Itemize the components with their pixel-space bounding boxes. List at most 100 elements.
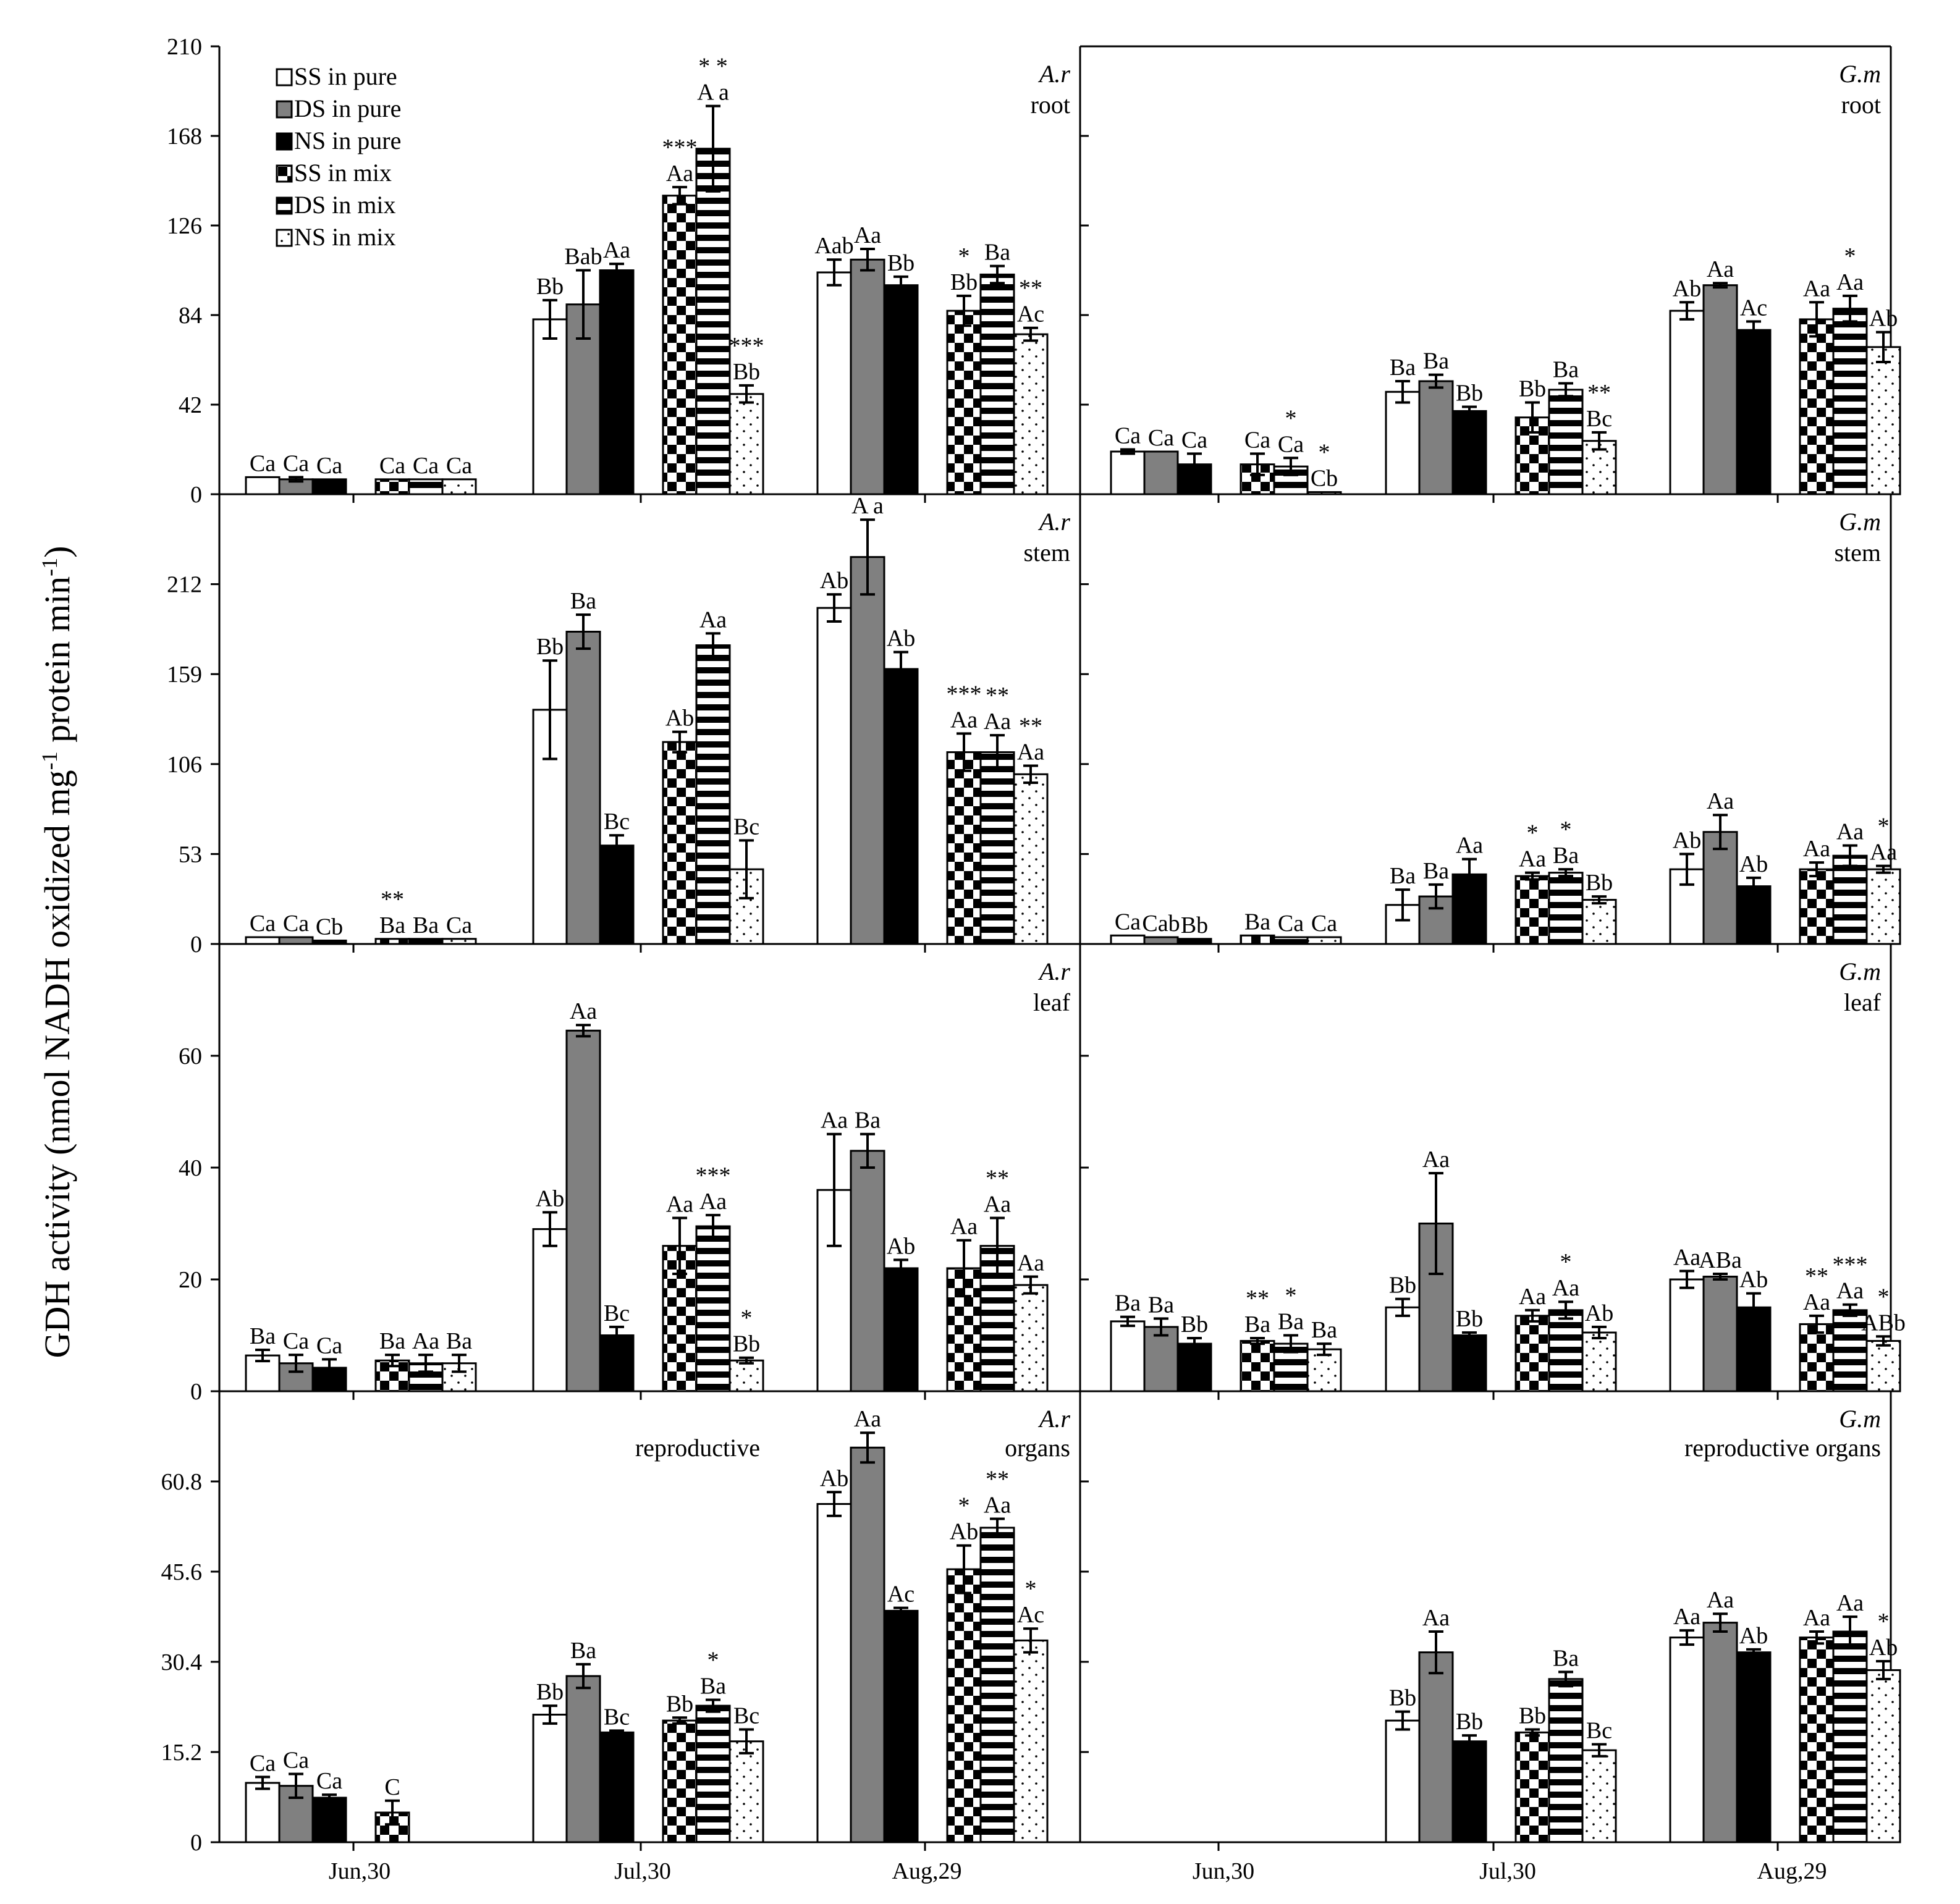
bar-letter-label: Ca xyxy=(1115,909,1141,935)
significance-stars: * xyxy=(1878,1284,1890,1310)
panel-organ-label: root xyxy=(1841,91,1881,119)
bar xyxy=(1385,1719,1421,1843)
legend-label-ds-pure: DS in pure xyxy=(294,95,401,122)
bar xyxy=(532,1228,568,1392)
bar xyxy=(1176,1342,1212,1392)
bar-letter-label: Ca xyxy=(283,1748,309,1774)
legend-label-ns-mix: NS in mix xyxy=(294,223,395,251)
significance-stars: * xyxy=(1844,243,1856,269)
bar-letter-label: A a xyxy=(851,493,884,519)
bar-letter-label: Aa xyxy=(1870,840,1897,866)
significance-stars: * xyxy=(1878,1609,1890,1635)
y-tick-label: 40 xyxy=(179,1155,202,1181)
bar xyxy=(1514,1731,1550,1843)
bar xyxy=(1143,936,1179,945)
bar-letter-label: Ba xyxy=(250,1323,276,1349)
bar-letter-label: Ac xyxy=(887,1582,915,1607)
bar-letter-label: Aa xyxy=(1707,256,1734,282)
bar-letter-label: Bb xyxy=(536,1679,564,1705)
y-tick-label: 0 xyxy=(190,1830,202,1856)
bar-letter-label: Ab xyxy=(1673,276,1701,301)
bar xyxy=(1451,410,1487,495)
bar xyxy=(1702,1622,1738,1843)
bar xyxy=(374,478,410,495)
y-axis-label-main: GDH activity (nmol NADH oxidized mg xyxy=(37,770,77,1358)
bar-letter-label: Bc xyxy=(1586,406,1612,432)
bar-letter-label: Ab xyxy=(665,706,694,731)
bar-letter-label: Ba xyxy=(1553,843,1579,869)
bar-letter-label: Ba xyxy=(1390,863,1416,889)
bar-letter-label: Bb xyxy=(1456,1709,1483,1735)
bar-letter-label: Ab xyxy=(820,1465,848,1491)
xtick-right-aug: Aug,29 xyxy=(1757,1858,1827,1884)
bar-letter-label: Ba xyxy=(1148,1292,1174,1318)
bar-letter-label: Ca xyxy=(283,1328,309,1354)
bar-letter-label: Aa xyxy=(984,709,1011,735)
bar xyxy=(979,273,1015,495)
panel-species-label: G.m xyxy=(1839,60,1881,88)
significance-stars: ** xyxy=(1019,714,1042,739)
bar-letter-label: Ab xyxy=(887,625,915,651)
bar-letter-label: Ca xyxy=(1244,427,1270,453)
bar xyxy=(1418,1651,1454,1843)
bar xyxy=(532,318,568,495)
bar xyxy=(883,1267,919,1392)
bar-letter-label: ABa xyxy=(1699,1247,1742,1273)
bar-letter-label: Ba xyxy=(1244,1312,1270,1337)
bar-letter-label: Ca xyxy=(379,453,405,479)
bar-letter-label: Bb xyxy=(666,1691,693,1717)
bar-letter-label: Bb xyxy=(1586,870,1613,896)
bar-letter-label: Aa xyxy=(1673,1244,1700,1270)
significance-stars: * xyxy=(741,1305,753,1331)
legend-swatch-ss-pure xyxy=(276,68,293,86)
bar xyxy=(816,1503,852,1843)
bar xyxy=(1548,872,1584,945)
legend-swatch-ss-mix xyxy=(276,164,293,183)
bar xyxy=(1013,333,1049,495)
panel-species-label: G.m xyxy=(1839,1405,1881,1433)
bar xyxy=(565,631,601,945)
bar-letter-label: Ca xyxy=(446,912,472,938)
y-axis-label-sup1: -1 xyxy=(37,751,62,770)
bar xyxy=(729,1359,764,1392)
bar xyxy=(245,1782,281,1843)
bar-letter-label: Ac xyxy=(1740,295,1767,321)
panel-organ-label: leaf xyxy=(1033,988,1071,1016)
bar-letter-label: Bb xyxy=(733,359,760,385)
bar-letter-label: Bb xyxy=(1389,1685,1416,1711)
bar xyxy=(816,607,852,945)
legend-item-ns-pure: NS in pure xyxy=(276,127,401,154)
panel-ar-reproductive-organs: 0 15.2 30.4 45.6 60.8 A.r reproductive organs Ca… xyxy=(161,1391,1080,1856)
bar xyxy=(979,1527,1015,1843)
bar-letter-label: Ac xyxy=(1017,1602,1044,1628)
bar-letter-label: Aa xyxy=(699,607,727,633)
bar-letter-label: Ca xyxy=(316,453,342,479)
bar-letter-label: Aa xyxy=(950,707,978,733)
bar-letter-label: Ca xyxy=(1115,423,1141,449)
legend-item-ds-pure: DS in pure xyxy=(276,95,401,122)
significance-stars: * xyxy=(958,243,970,269)
significance-stars: ** xyxy=(986,683,1009,709)
bar xyxy=(1581,1749,1617,1843)
bar-letter-label: Ca xyxy=(250,450,276,476)
bar xyxy=(662,195,698,495)
panel-ar-stem: 0 53 106 159 212 A.r stem Ca Bb Ab Ca Ba A a Cb Bc Ab Ba… xyxy=(167,493,1080,958)
panel-species-label: G.m xyxy=(1839,958,1881,985)
bar-letter-label: Aa xyxy=(1803,1605,1830,1631)
panel-organ-label: leaf xyxy=(1844,988,1882,1016)
bar-letter-label: Ba xyxy=(855,1108,881,1134)
bar-letter-label: Ca xyxy=(413,453,439,479)
bar xyxy=(278,936,314,945)
bar-letter-label: Aa xyxy=(1017,739,1044,765)
bar-letter-label: Bb xyxy=(733,1331,760,1357)
significance-stars: * xyxy=(1285,1283,1297,1309)
bar xyxy=(695,1704,731,1843)
y-tick-label: 168 xyxy=(167,124,202,150)
bar-letter-label: Aa xyxy=(1422,1147,1450,1173)
bar xyxy=(565,1029,601,1392)
bar xyxy=(1385,390,1421,495)
bar xyxy=(695,148,731,495)
bar-letter-label: Ac xyxy=(1017,301,1044,327)
bar xyxy=(565,1675,601,1843)
